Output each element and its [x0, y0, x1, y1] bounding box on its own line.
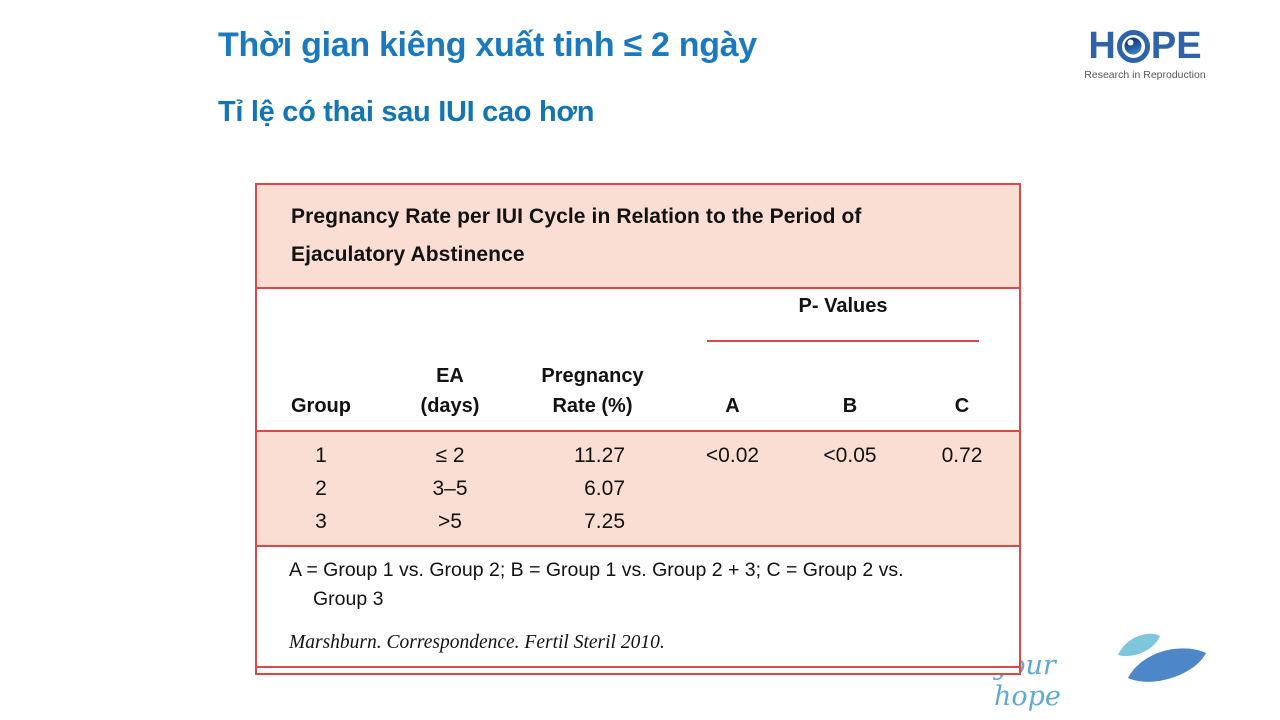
- cell-group: 2: [315, 477, 327, 500]
- footer-brand-text: your hope: [994, 650, 1061, 712]
- cell-pvalue-a: <0.02: [705, 444, 760, 467]
- hope-letters-pe: PE: [1150, 25, 1202, 67]
- cell-pvalue-a: [670, 505, 795, 538]
- col-header-ea: EA (days): [385, 361, 515, 421]
- table-title-line2: Ejaculatory Abstinence: [291, 243, 525, 266]
- p-values-label: P- Values: [798, 295, 888, 317]
- cell-pvalue-c: [905, 505, 1019, 538]
- cell-rate: 6.07: [584, 477, 625, 500]
- leaf-logo-icon: [1118, 633, 1206, 682]
- table-row: 3 >5 7.25: [257, 505, 1019, 538]
- table-row: 1 ≤ 2 11.27 <0.02 <0.05 0.72: [257, 439, 1019, 472]
- cell-ea: ≤ 2: [435, 444, 465, 467]
- table-title: Pregnancy Rate per IUI Cycle in Relation…: [257, 185, 1019, 289]
- col-header-group: Group: [291, 395, 351, 417]
- slide-subtitle: Tỉ lệ có thai sau IUI cao hơn: [218, 96, 595, 128]
- cell-rate: 11.27: [574, 444, 625, 467]
- cell-ea: >5: [438, 510, 462, 533]
- table-body: 1 ≤ 2 11.27 <0.02 <0.05 0.72 2 3–5 6.07 …: [257, 432, 1019, 547]
- col-header-pregnancy-rate: Pregnancy Rate (%): [515, 361, 670, 421]
- footnote-line2: Group 3: [313, 588, 384, 610]
- table-title-line1: Pregnancy Rate per IUI Cycle in Relation…: [291, 205, 862, 228]
- col-header-preg-line1: Pregnancy: [541, 365, 644, 387]
- cell-pvalue-a: [670, 472, 795, 505]
- slide-title: Thời gian kiêng xuất tinh ≤ 2 ngày: [218, 26, 757, 64]
- table-header: P- Values Group EA (days) Pregnancy Rate…: [257, 289, 1019, 432]
- col-header-a: A: [725, 395, 740, 417]
- eye-iris: [1124, 37, 1142, 55]
- cell-group: 1: [315, 444, 327, 467]
- col-header-c: C: [954, 395, 970, 417]
- cell-pvalue-c: 0.72: [941, 444, 983, 467]
- cell-pvalue-b: [795, 505, 905, 538]
- p-values-rule: [707, 340, 979, 342]
- cell-rate: 7.25: [584, 510, 625, 533]
- cell-pvalue-c: [905, 472, 1019, 505]
- citation: Marshburn. Correspondence. Fertil Steril…: [289, 632, 665, 653]
- col-header-b: B: [842, 395, 858, 417]
- hope-logo-tagline: Research in Reproduction: [1084, 69, 1206, 81]
- pregnancy-rate-table: Pregnancy Rate per IUI Cycle in Relation…: [255, 183, 1021, 675]
- cell-pvalue-b: [795, 472, 905, 505]
- cell-group: 3: [315, 510, 327, 533]
- hope-logo: H PE Research in Reproduction: [1084, 27, 1206, 81]
- col-header-ea-line2: (days): [420, 395, 480, 417]
- eye-icon: [1116, 29, 1150, 63]
- hope-letter-h: H: [1088, 25, 1116, 67]
- col-header-ea-line1: EA: [436, 365, 464, 387]
- cell-pvalue-b: <0.05: [823, 444, 877, 467]
- cell-ea: 3–5: [432, 477, 468, 500]
- col-header-preg-line2: Rate (%): [552, 395, 633, 417]
- hope-logo-letters: H PE: [1084, 27, 1206, 65]
- table-row: 2 3–5 6.07: [257, 472, 1019, 505]
- column-headers: Group EA (days) Pregnancy Rate (%) A B C: [257, 361, 1019, 421]
- table-footnote: A = Group 1 vs. Group 2; B = Group 1 vs.…: [257, 547, 1019, 668]
- footnote-line1: A = Group 1 vs. Group 2; B = Group 1 vs.…: [289, 559, 904, 581]
